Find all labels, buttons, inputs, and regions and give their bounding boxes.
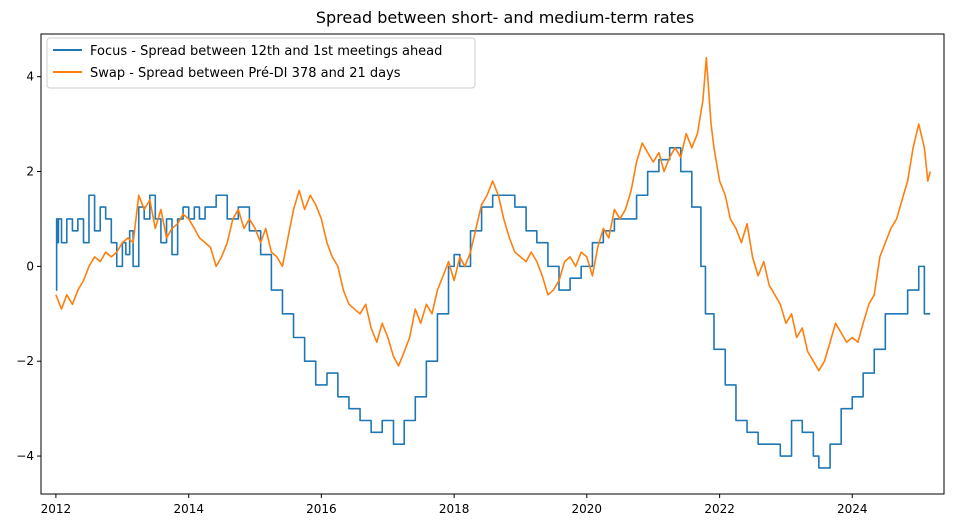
y-tick-label: −4 [16,449,34,463]
chart-title: Spread between short- and medium-term ra… [316,8,694,27]
y-tick-label: 4 [26,70,34,84]
x-tick-label: 2018 [439,502,470,516]
x-tick-label: 2016 [306,502,337,516]
series-line-focus [55,147,931,469]
legend: Focus - Spread between 12th and 1st meet… [46,37,476,89]
y-tick-label: 2 [26,165,34,179]
series-line-swap [55,56,931,372]
x-tick-label: 2022 [704,502,735,516]
plot-frame [40,33,945,495]
x-tick-label: 2012 [41,502,72,516]
y-tick-label: −2 [16,354,34,368]
legend-box [46,37,476,89]
y-axis: −4 −2 0 2 4 [16,70,41,463]
x-tick-label: 2024 [837,502,868,516]
x-tick-label: 2014 [173,502,204,516]
series-layer [55,56,931,469]
x-axis: 2012 2014 2016 2018 2020 2022 2024 [41,494,868,516]
y-tick-label: 0 [26,259,34,273]
x-tick-label: 2020 [572,502,603,516]
legend-label-swap: Swap - Spread between Pré-DI 378 and 21 … [90,66,401,81]
legend-label-focus: Focus - Spread between 12th and 1st meet… [90,44,442,59]
